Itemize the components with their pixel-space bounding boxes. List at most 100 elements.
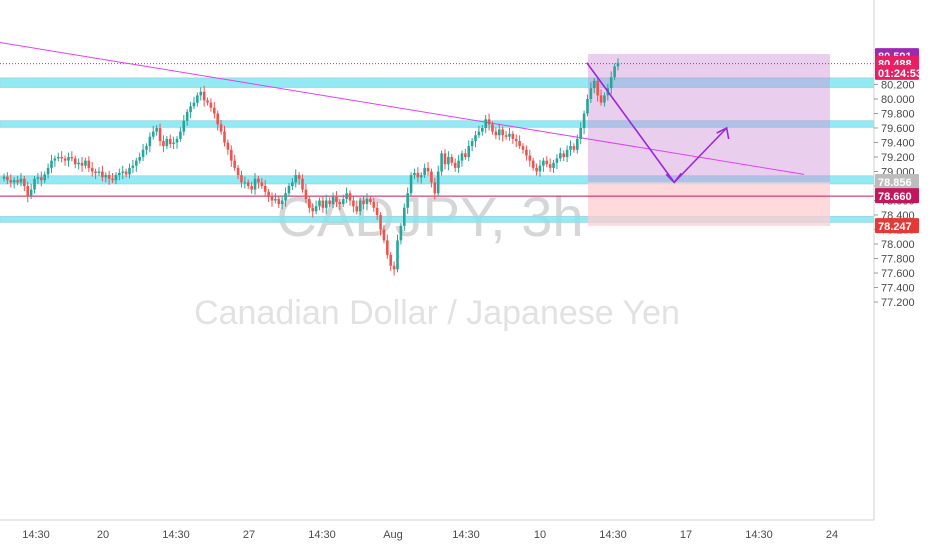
price-tick-label: 77.400 bbox=[881, 283, 915, 295]
candle-body bbox=[589, 88, 593, 99]
candle-body bbox=[118, 172, 121, 176]
candle-body bbox=[124, 171, 128, 175]
candle-body bbox=[497, 129, 501, 136]
candle-body bbox=[613, 66, 616, 78]
candle-body bbox=[145, 146, 148, 150]
candle-body bbox=[236, 167, 240, 176]
candle-body bbox=[182, 120, 186, 132]
candle-body bbox=[199, 91, 203, 96]
time-axis[interactable]: 14:30 20 14:30 27 14:30 Aug 14:30 10 14:30 17 14:3… bbox=[22, 529, 838, 541]
candle-body bbox=[501, 129, 504, 136]
time-tick-label: 14:30 bbox=[599, 529, 627, 541]
price-tick-label: 77.800 bbox=[881, 254, 915, 266]
candle-body bbox=[528, 155, 532, 161]
candle-body bbox=[287, 186, 291, 194]
candle-body bbox=[162, 141, 165, 147]
candle-body bbox=[474, 135, 477, 142]
candle-body bbox=[179, 131, 182, 139]
trendline bbox=[0, 41, 805, 175]
arrowhead-down bbox=[665, 172, 682, 184]
candle-body bbox=[375, 207, 379, 215]
candle-body bbox=[362, 200, 365, 205]
candle-body bbox=[128, 167, 131, 175]
candle-body bbox=[172, 142, 175, 144]
time-tick-label: Aug bbox=[383, 529, 403, 541]
candle-body bbox=[63, 158, 67, 161]
price-tick-label: 80.200 bbox=[881, 80, 915, 92]
candle-body bbox=[324, 200, 328, 208]
candle-body bbox=[56, 157, 60, 159]
candle-body bbox=[90, 167, 94, 172]
candle-body bbox=[464, 153, 467, 157]
candle-body bbox=[477, 131, 481, 136]
candle-body bbox=[358, 200, 362, 212]
candle-body bbox=[29, 189, 33, 197]
candle-body bbox=[514, 138, 518, 142]
price-tick-label: 79.800 bbox=[881, 109, 915, 121]
candle-body bbox=[202, 91, 206, 101]
candle-body bbox=[494, 131, 498, 136]
candle-body bbox=[19, 178, 23, 183]
candle-body bbox=[240, 175, 243, 183]
candle-body bbox=[521, 146, 525, 150]
candle-body bbox=[12, 180, 16, 183]
candle-body bbox=[389, 254, 393, 266]
time-axis-background bbox=[0, 520, 874, 550]
candle-body bbox=[443, 153, 447, 165]
candle-body bbox=[603, 95, 606, 103]
candle-body bbox=[508, 133, 511, 137]
candle-body bbox=[53, 158, 57, 161]
price-tick-label: 79.200 bbox=[881, 152, 915, 164]
candle-body bbox=[43, 174, 47, 181]
candle-body bbox=[40, 177, 43, 181]
candle-body bbox=[280, 200, 284, 205]
price-tag bbox=[875, 188, 919, 204]
candle-body bbox=[338, 201, 342, 205]
candle-body bbox=[233, 160, 236, 168]
candle-body bbox=[419, 175, 423, 178]
candle-body bbox=[426, 167, 430, 172]
candle-body bbox=[213, 107, 216, 114]
candle-body bbox=[73, 158, 77, 165]
price-axis[interactable]: 80.20080.00079.80079.60079.40079.20079.0… bbox=[874, 80, 915, 310]
candle-body bbox=[16, 180, 19, 183]
candle-body bbox=[9, 180, 13, 183]
candle-body bbox=[487, 119, 491, 125]
candle-body bbox=[436, 171, 440, 194]
trendline-layer bbox=[0, 41, 805, 175]
candle-body bbox=[216, 113, 220, 125]
candle-body bbox=[23, 178, 26, 186]
candle-body bbox=[552, 162, 555, 168]
stop-zone-box bbox=[588, 182, 830, 226]
time-tick-label: 14:30 bbox=[162, 529, 190, 541]
candle-body bbox=[263, 186, 267, 192]
candle-body bbox=[450, 157, 454, 163]
arrowhead-up bbox=[716, 126, 730, 140]
candle-body bbox=[87, 160, 91, 168]
candle-body bbox=[579, 128, 582, 139]
candle-body bbox=[396, 240, 399, 270]
candle-body bbox=[267, 191, 270, 197]
candle-body bbox=[257, 178, 260, 183]
candle-body bbox=[97, 171, 101, 173]
candle-body bbox=[131, 165, 135, 168]
candle-body bbox=[484, 119, 488, 128]
time-tick-label: 14:30 bbox=[745, 529, 773, 541]
candle-body bbox=[542, 160, 545, 166]
candle-body bbox=[318, 200, 321, 207]
price-tick-label: 79.400 bbox=[881, 138, 915, 150]
candle-body bbox=[399, 225, 403, 241]
candle-body bbox=[294, 175, 298, 183]
candle-body bbox=[548, 164, 552, 168]
candle-body bbox=[311, 207, 314, 212]
candle-body bbox=[158, 128, 162, 142]
candle-body bbox=[569, 146, 572, 150]
candle-body bbox=[121, 171, 125, 173]
candle-body bbox=[253, 178, 257, 190]
candle-body bbox=[382, 229, 386, 241]
candle-body bbox=[616, 62, 620, 67]
candle-body bbox=[392, 265, 396, 270]
candle-body bbox=[84, 160, 87, 166]
